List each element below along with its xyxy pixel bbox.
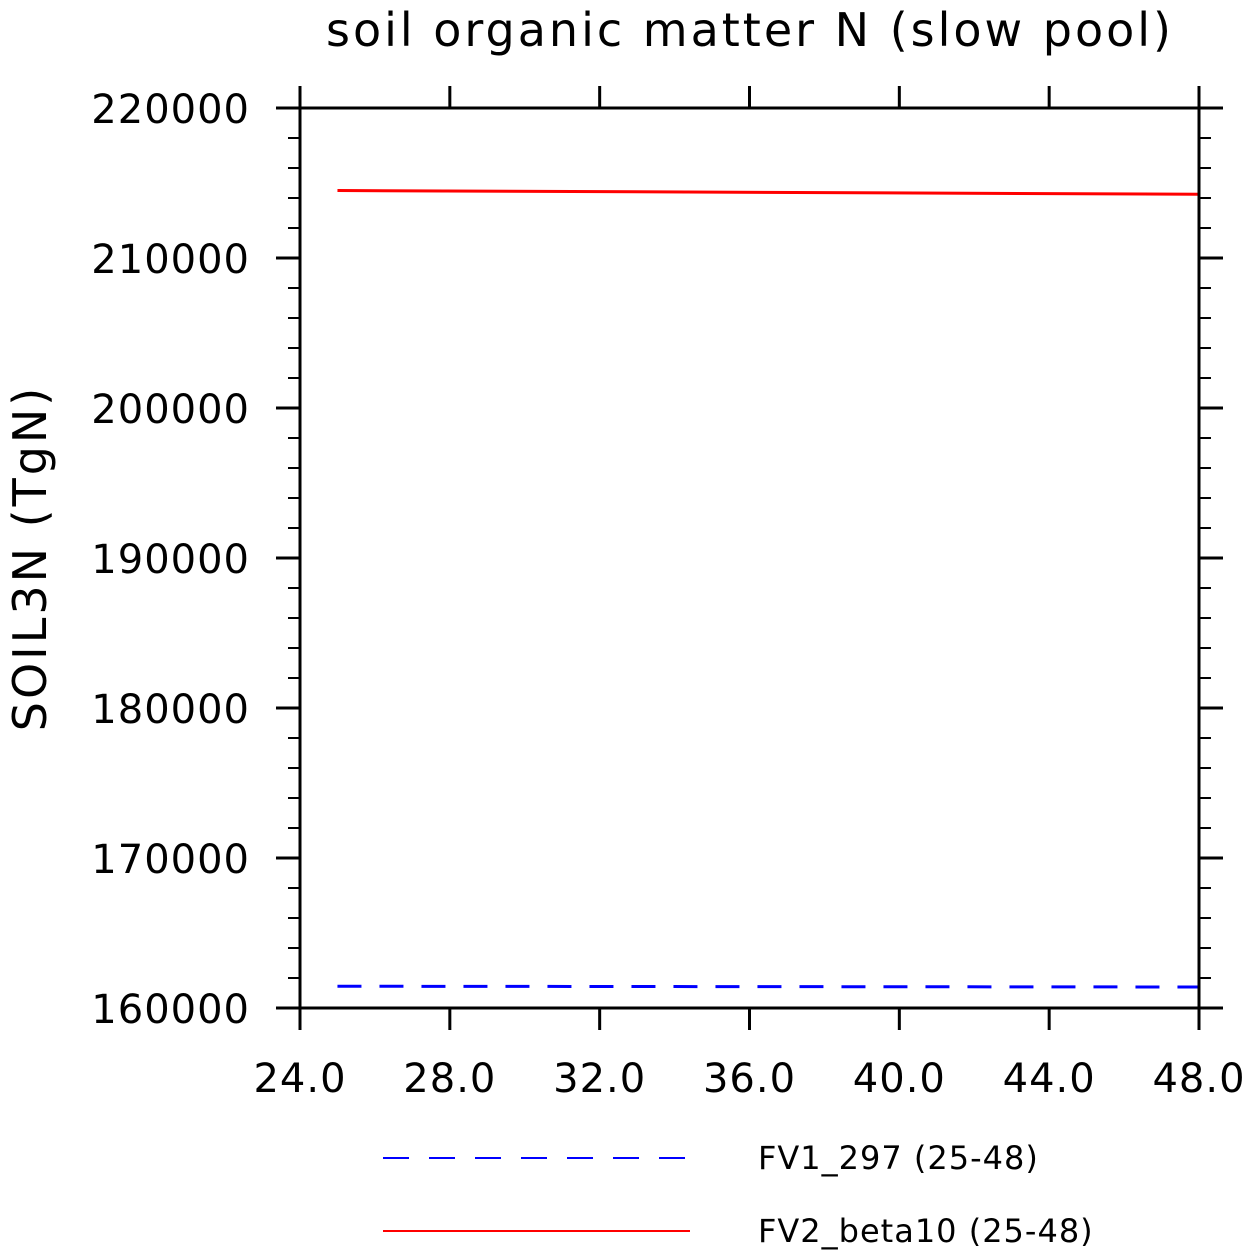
x-tick-labels: 24.0 28.0 32.0 36.0 40.0 44.0 48.0 bbox=[253, 1056, 1245, 1102]
y-tick-labels: 160000 170000 180000 190000 200000 210000 2200… bbox=[91, 87, 250, 1033]
y-axis-label: SOIL3N (TgN) bbox=[3, 385, 57, 732]
y-tick-label: 200000 bbox=[91, 387, 250, 433]
x-tick-label: 40.0 bbox=[853, 1056, 946, 1102]
legend-label: FV1_297 (25-48) bbox=[758, 1139, 1039, 1177]
legend: FV1_297 (25-48) FV2_beta10 (25-48) bbox=[383, 1139, 1094, 1250]
chart-title: soil organic matter N (slow pool) bbox=[326, 3, 1174, 57]
x-tick-label: 32.0 bbox=[553, 1056, 646, 1102]
x-tick-label: 24.0 bbox=[253, 1056, 346, 1102]
y-tick-label: 160000 bbox=[91, 987, 250, 1033]
y-tick-label: 190000 bbox=[91, 537, 250, 583]
legend-label: FV2_beta10 (25-48) bbox=[758, 1212, 1094, 1250]
y-tick-label: 210000 bbox=[91, 237, 250, 283]
x-tick-label: 36.0 bbox=[703, 1056, 796, 1102]
x-tick-label: 44.0 bbox=[1003, 1056, 1096, 1102]
axis-ticks bbox=[276, 86, 1223, 1030]
y-tick-label: 220000 bbox=[91, 87, 250, 133]
y-tick-label: 170000 bbox=[91, 837, 250, 883]
y-tick-label: 180000 bbox=[91, 687, 250, 733]
series-line bbox=[337, 984, 1200, 989]
x-tick-label: 48.0 bbox=[1152, 1056, 1245, 1102]
x-tick-label: 28.0 bbox=[403, 1056, 496, 1102]
series-lines bbox=[337, 189, 1200, 989]
series-line bbox=[337, 189, 1200, 196]
plot-frame bbox=[298, 106, 1201, 1010]
